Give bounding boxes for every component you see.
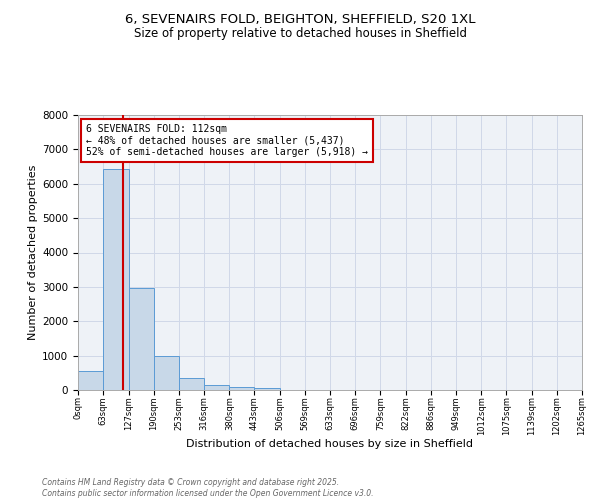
Text: Contains HM Land Registry data © Crown copyright and database right 2025.
Contai: Contains HM Land Registry data © Crown c… [42, 478, 373, 498]
Y-axis label: Number of detached properties: Number of detached properties [28, 165, 38, 340]
Text: 6, SEVENAIRS FOLD, BEIGHTON, SHEFFIELD, S20 1XL: 6, SEVENAIRS FOLD, BEIGHTON, SHEFFIELD, … [125, 12, 475, 26]
Bar [78, 371, 103, 390]
Text: Size of property relative to detached houses in Sheffield: Size of property relative to detached ho… [133, 28, 467, 40]
Bar [254, 388, 280, 390]
Bar [103, 169, 128, 390]
Bar [229, 386, 254, 390]
Bar [154, 356, 179, 390]
Bar [128, 288, 154, 390]
Text: 6 SEVENAIRS FOLD: 112sqm
← 48% of detached houses are smaller (5,437)
52% of sem: 6 SEVENAIRS FOLD: 112sqm ← 48% of detach… [86, 124, 368, 157]
Bar [204, 384, 229, 390]
Bar [179, 378, 204, 390]
X-axis label: Distribution of detached houses by size in Sheffield: Distribution of detached houses by size … [187, 440, 473, 450]
